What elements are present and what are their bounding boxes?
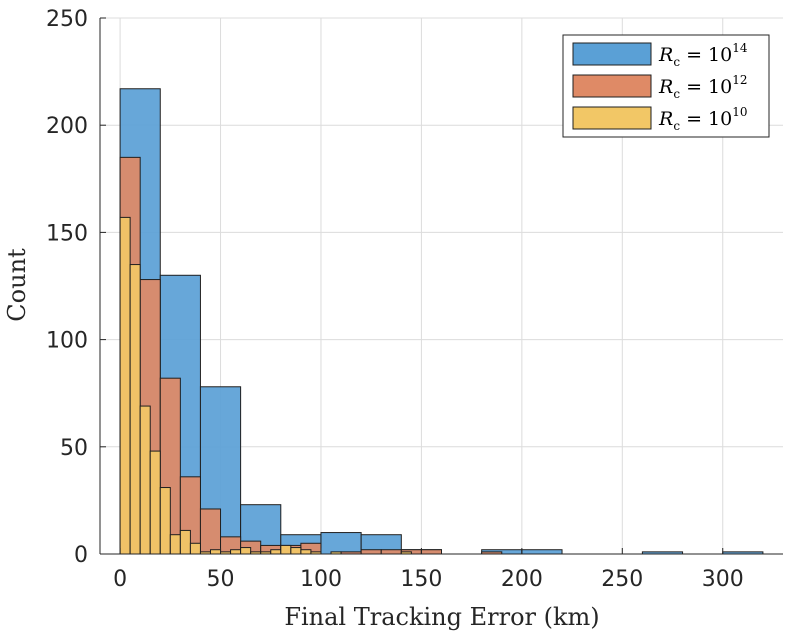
legend-entry-label: Rc = 1014 <box>658 41 748 69</box>
histogram-bar <box>521 549 563 555</box>
histogram-bar <box>290 547 302 555</box>
histogram-bar <box>300 549 312 555</box>
histogram-bar <box>169 534 181 555</box>
histogram-bar <box>209 549 222 555</box>
x-tick-label: 300 <box>702 567 744 592</box>
y-tick-label: 250 <box>46 7 88 32</box>
histogram-bar <box>119 216 131 555</box>
histogram-bar <box>380 549 402 555</box>
x-axis-label: Final Tracking Error (km) <box>284 603 599 631</box>
histogram-bar <box>270 549 282 555</box>
histogram-bar <box>139 405 151 555</box>
y-tick-label: 100 <box>46 329 88 354</box>
histogram-bar <box>230 549 242 555</box>
x-tick-label: 250 <box>601 567 643 592</box>
axes-layer <box>99 18 783 555</box>
legend-entry-label: Rc = 1010 <box>658 105 748 133</box>
histogram-bar <box>240 547 252 555</box>
y-tick-label: 50 <box>60 436 88 461</box>
histogram-bar <box>159 487 171 555</box>
y-axis-label: Count <box>3 248 31 322</box>
legend-swatch <box>572 74 652 98</box>
y-tick-label: 150 <box>46 221 88 246</box>
legend-swatch <box>572 106 652 130</box>
x-tick-label: 150 <box>400 567 442 592</box>
bars-layer <box>119 88 764 555</box>
legend-swatch <box>572 42 652 66</box>
histogram-bar <box>320 532 362 555</box>
x-tick-label: 200 <box>501 567 543 592</box>
histogram-bar <box>129 264 141 555</box>
legend-entry-label: Rc = 1012 <box>658 73 748 101</box>
histogram-bar <box>420 549 443 555</box>
x-tick-label: 50 <box>207 567 235 592</box>
histogram-bar <box>199 508 222 555</box>
x-tick-label: 0 <box>113 567 127 592</box>
ticks-layer: 0 50 100 150 200 250 300 0 50 100 150 200 250 <box>46 7 744 592</box>
histogram-bar <box>360 549 382 555</box>
y-tick-label: 0 <box>74 543 88 568</box>
histogram-bar <box>280 544 292 555</box>
histogram-bar <box>179 529 191 555</box>
x-tick-label: 100 <box>300 567 342 592</box>
histogram-bar <box>189 542 201 555</box>
histogram-bar <box>149 450 161 555</box>
legend: Rc = 1014 Rc = 1012 Rc = 1010 <box>562 34 770 138</box>
y-tick-label: 200 <box>46 114 88 139</box>
